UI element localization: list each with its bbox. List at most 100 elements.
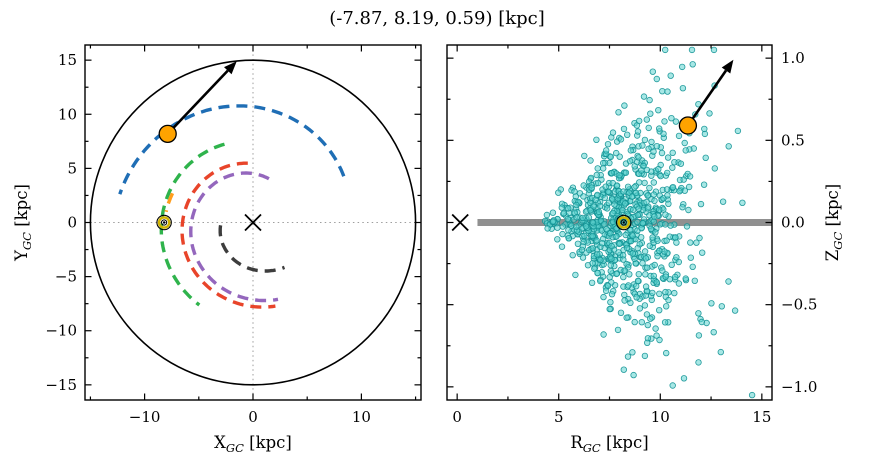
scatter-point [642,255,650,262]
scatter-point [662,211,669,218]
scatter-point [617,136,625,143]
rz-panel-ylabel: ZGC [kpc] [823,184,845,261]
scatter-point [656,206,663,213]
scatter-point [643,311,651,318]
scatter-point [701,125,708,133]
scatter-point [631,255,638,263]
scatter-point [748,391,756,399]
scatter-point [664,154,672,161]
scatter-point [636,305,644,312]
scatter-point [646,184,653,192]
scatter-point [600,293,607,301]
scatter-point [629,250,636,257]
scatter-point [572,271,579,279]
scatter-point [565,205,572,212]
y-tick-label: 10 [58,105,77,123]
x-tick-label: 0 [248,408,258,426]
scatter-point [662,221,669,228]
scatter-point [653,75,660,83]
scatter-point [589,219,596,226]
scatter-point [642,271,649,278]
scatter-point [725,278,732,285]
x-tick-label: 5 [554,408,564,426]
scatter-point [682,147,689,154]
scatter-point [544,225,551,232]
scatter-point [656,336,663,344]
scatter-point [559,230,566,238]
scatter-point [613,233,620,240]
scatter-point [631,163,638,170]
scatter-point [638,319,645,326]
scatter-point [659,267,666,274]
scatter-point [649,68,656,75]
scatter-point [663,303,670,310]
y-tick-label: −15 [45,376,77,394]
scatter-point [589,245,596,252]
scatter-point [680,176,687,183]
scatter-point [554,236,561,243]
scatter-point [697,200,705,208]
scatter-point [654,253,661,260]
scatter-point [580,193,587,200]
scatter-point [664,192,671,199]
y-tick-label: −5 [55,268,77,286]
scatter-point [644,339,651,346]
scatter-point [581,232,588,240]
panels: −10 0 10 −15 −10 −5 0 5 10 15 XGC [kpc] YGC [kpc] 0 5… [12,44,845,455]
scatter-point [718,303,725,310]
scatter-point [602,183,609,190]
scatter-point [659,87,666,95]
scatter-point [587,207,594,214]
scatter-point [669,149,676,156]
current-position-marker [678,116,698,135]
scatter-point [695,332,703,339]
scatter-point [669,164,676,171]
scatter-point [685,206,692,214]
scatter-point [662,46,669,54]
current-position-marker [158,124,177,144]
scatter-point [675,280,683,287]
scatter-point [616,171,623,179]
y-tick-label: 0.5 [781,131,805,149]
scatter-point [672,234,679,241]
scatter-point [603,147,610,154]
y-tick-label: −10 [45,322,77,340]
scatter-point [605,188,612,196]
scatter-point [691,277,698,284]
scatter-point [650,179,657,186]
scatter-point [632,189,640,197]
scatter-point [673,254,680,261]
scatter-point [700,181,708,188]
scatter-point [667,72,674,79]
scatter-point [667,222,674,229]
scatter-point [606,274,613,281]
scatter-point [676,187,683,195]
x-tick-label: 0 [452,408,462,426]
scatter-point [593,237,600,244]
axis-ticks [85,45,421,400]
scatter-point [731,307,739,314]
scatter-point [585,214,593,221]
scatter-point [609,209,617,217]
scatter-point [579,214,586,222]
scatter-point [599,239,606,247]
scatter-point [639,219,646,227]
scatter-point [591,265,598,272]
scatter-point [589,232,596,240]
scatter-point [571,188,578,195]
y-tick-label: −0.5 [781,296,817,314]
scatter-point [573,214,580,221]
scatter-point [633,294,640,301]
galactic-center-cross [244,213,262,232]
scatter-point [656,290,663,297]
scatter-point [558,204,565,211]
scatter-point [604,140,612,148]
scatter-point [662,288,669,296]
scatter-point [629,232,636,239]
scatter-point [573,223,580,230]
scatter-point [594,179,602,187]
scatter-point [625,282,632,289]
scatter-point [687,254,694,261]
scatter-point [626,157,634,165]
scatter-point [588,184,595,191]
